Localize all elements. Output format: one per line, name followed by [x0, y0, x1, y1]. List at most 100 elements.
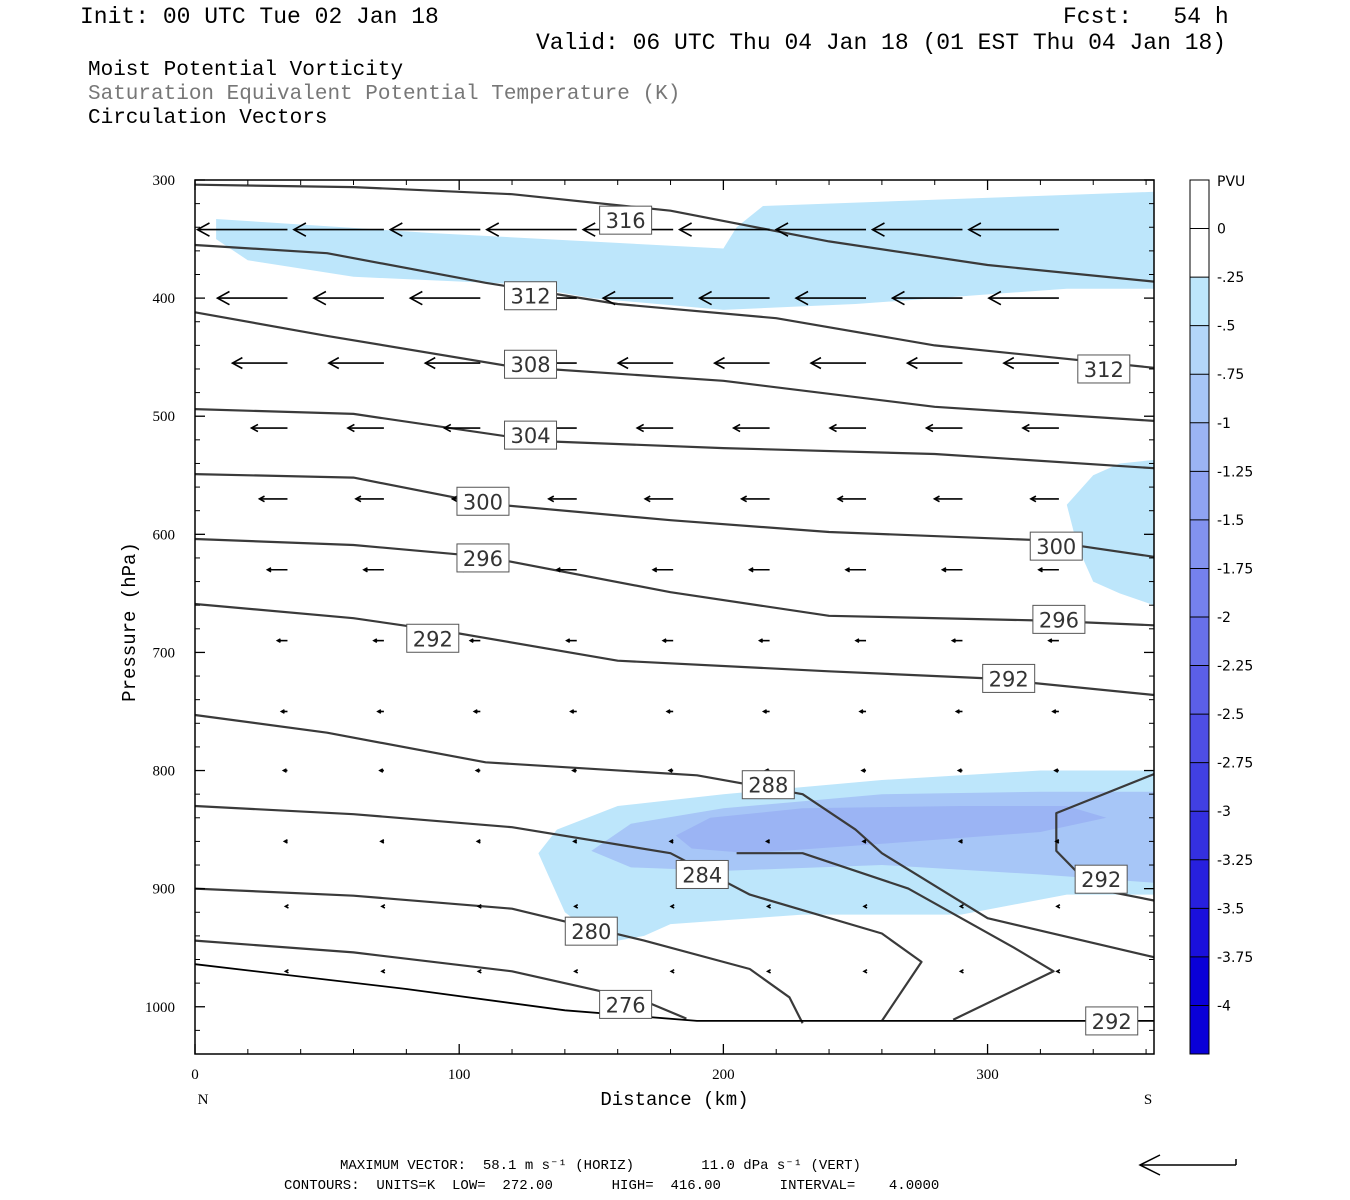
colorbar-block — [1190, 325, 1209, 375]
vector-arrowhead — [809, 356, 822, 370]
colorbar-tick-label: -3.75 — [1217, 950, 1253, 966]
vector-arrowhead — [249, 423, 259, 433]
vector-arrowhead — [362, 567, 368, 573]
vector-arrowhead — [697, 290, 712, 306]
colorbar-block — [1190, 762, 1209, 812]
colorbar-tick-label: -2 — [1217, 610, 1231, 626]
contour-label-box — [504, 281, 558, 311]
contour-label: 312 — [1084, 358, 1124, 382]
init-time-text: Init: 00 UTC Tue 02 Jan 18 — [80, 4, 439, 30]
colorbar-block — [1190, 1005, 1209, 1055]
y-tick-label: 300 — [153, 173, 176, 189]
contour-label-box — [564, 916, 618, 946]
vector-arrowhead — [265, 567, 272, 573]
contour-label: 300 — [1036, 535, 1076, 559]
vector-arrowhead — [354, 495, 362, 503]
vector-arrowhead — [468, 638, 474, 643]
vector-arrowhead — [862, 904, 868, 909]
vector-arrowhead — [765, 968, 771, 974]
vector-arrowhead — [747, 567, 754, 573]
contour-label-box — [456, 486, 510, 516]
vector-arrowhead — [476, 968, 482, 974]
vector-arrowhead — [731, 423, 741, 433]
y-tick-label: 1000 — [145, 1000, 175, 1016]
contour-label-box — [1032, 604, 1086, 634]
vector-arrowhead — [230, 356, 243, 370]
colorbar-block — [1190, 908, 1209, 958]
vector-arrowhead — [712, 356, 725, 370]
vector-arrowhead — [1055, 968, 1061, 974]
contour-label-box — [456, 543, 510, 573]
contour-label-box — [1074, 864, 1128, 894]
vector-arrowhead — [957, 839, 963, 844]
vector-arrowhead — [1037, 567, 1043, 573]
contour-label: 280 — [571, 920, 611, 944]
vector-arrowhead — [388, 222, 403, 237]
colorbar-tick-label: -1.5 — [1217, 513, 1244, 529]
colorbar-tick-label: -.75 — [1217, 367, 1244, 383]
colorbar-tick-label: -4 — [1217, 998, 1231, 1014]
contour-info-text: CONTOURS: UNITS=K LOW= 272.00 HIGH= 416.… — [284, 1178, 940, 1194]
colorbar-tick-label: -.25 — [1217, 270, 1244, 286]
vector-arrowhead — [958, 968, 964, 974]
y-tick-label: 900 — [153, 882, 176, 898]
vector-arrowhead — [292, 222, 307, 237]
vector-arrowhead — [956, 768, 962, 773]
forecast-hour-text: Fcst: 54 h — [1063, 4, 1229, 30]
colorbar-block — [1190, 956, 1209, 1006]
vector-arrowhead — [987, 290, 1002, 306]
reference-vector-arrowhead — [1138, 1154, 1161, 1176]
vector-arrowhead — [764, 839, 770, 844]
vector-arrowhead — [794, 290, 809, 306]
vector-arrowhead — [950, 638, 956, 643]
colorbar-block — [1190, 277, 1209, 327]
vector-arrowhead — [836, 495, 844, 503]
vector-arrowhead — [667, 768, 673, 773]
vector-arrowhead — [932, 495, 940, 503]
colorbar-block — [1190, 811, 1209, 861]
contour-label: 292 — [413, 627, 453, 651]
x-tick-label: 300 — [976, 1067, 999, 1083]
colorbar-tick-label: 0 — [1217, 222, 1226, 238]
vector-arrowhead — [651, 567, 658, 573]
vector-arrowhead — [215, 290, 230, 306]
contour-312-1 — [194, 243, 1155, 369]
contour-label: 292 — [1092, 1010, 1132, 1034]
vector-arrowhead — [555, 567, 561, 573]
vector-arrowhead — [565, 638, 571, 643]
pv-shading-region-1 — [1066, 459, 1154, 606]
vector-arrowhead — [442, 423, 452, 433]
vector-arrowhead — [677, 222, 692, 237]
vector-arrowhead — [1053, 768, 1059, 773]
legend-pv: Moist Potential Vorticity — [88, 59, 404, 82]
colorbar-tick-label: -.5 — [1217, 319, 1235, 335]
max-vector-text: MAXIMUM VECTOR: 58.1 m s⁻¹ (HORIZ) 11.0 … — [340, 1158, 861, 1174]
vector-arrowhead — [669, 904, 675, 909]
vector-arrowhead — [573, 968, 579, 974]
north-end-label: N — [198, 1092, 209, 1108]
contour-label: 308 — [510, 353, 550, 377]
vector-arrowhead — [954, 709, 960, 714]
contour-label-box — [1029, 531, 1083, 561]
x-tick-label: 100 — [448, 1067, 471, 1083]
vector-arrowhead — [958, 904, 964, 909]
vector-arrowhead — [1021, 423, 1030, 433]
y-tick-label: 400 — [153, 291, 176, 307]
vector-arrowhead — [643, 495, 651, 503]
vector-arrowhead — [346, 423, 355, 433]
colorbar-block — [1190, 859, 1209, 909]
contour-label-box — [599, 205, 653, 235]
vector-arrowhead — [279, 709, 285, 714]
contour-280-9 — [194, 887, 804, 1024]
legend-vectors: Circulation Vectors — [88, 107, 328, 130]
vector-arrowhead — [569, 709, 575, 714]
vector-arrowhead — [940, 567, 947, 573]
y-tick-label: 700 — [153, 645, 176, 661]
vector-arrowhead — [668, 839, 674, 844]
vector-arrowhead — [860, 768, 866, 773]
vector-arrowhead — [378, 768, 384, 773]
vector-arrowhead — [275, 638, 281, 643]
pv-shading-region-4 — [675, 806, 1107, 854]
vector-arrowhead — [1055, 904, 1061, 909]
y-axis-title: Pressure (hPa) — [119, 542, 141, 702]
